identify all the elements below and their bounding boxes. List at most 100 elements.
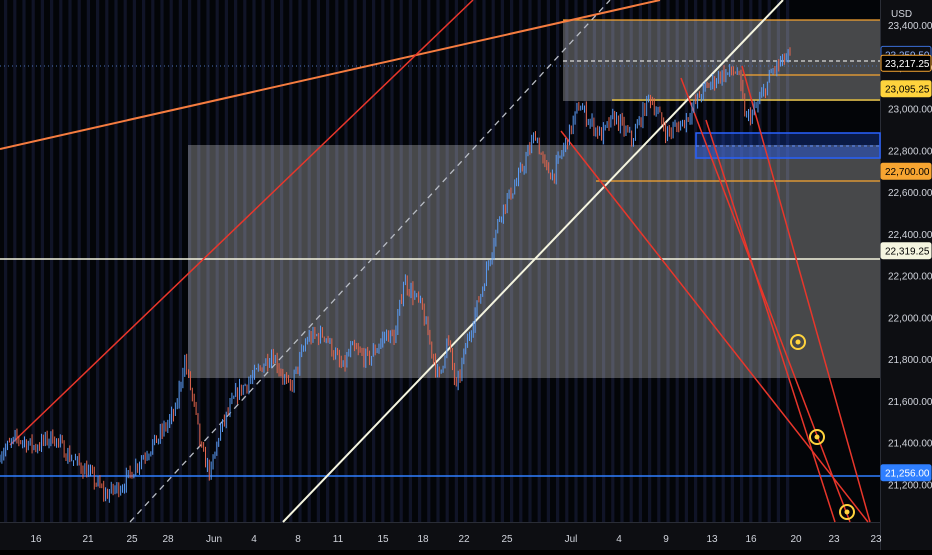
price-tick-label: 22,600.00 bbox=[888, 188, 932, 199]
session-stripe bbox=[243, 0, 247, 522]
session-stripe bbox=[372, 0, 376, 522]
session-stripe bbox=[197, 0, 201, 522]
session-stripe bbox=[123, 0, 127, 522]
session-stripe bbox=[151, 0, 155, 522]
session-stripe bbox=[68, 0, 72, 522]
session-stripe bbox=[574, 0, 578, 522]
red-descending-line-3[interactable] bbox=[705, 119, 836, 523]
price-tick-label: 22,200.00 bbox=[888, 272, 932, 283]
price-tick-label: 21,600.00 bbox=[888, 397, 932, 408]
session-stripe bbox=[13, 0, 17, 522]
session-stripe bbox=[142, 0, 146, 522]
white-trendline-main[interactable] bbox=[282, 0, 784, 523]
time-tick-label: 18 bbox=[417, 534, 429, 545]
session-stripe bbox=[280, 0, 284, 522]
price-badge: 22,319.25 bbox=[880, 242, 932, 260]
time-tick-label: 28 bbox=[162, 534, 174, 545]
session-stripe bbox=[224, 0, 228, 522]
red-descending-line-2[interactable] bbox=[680, 77, 851, 523]
session-stripe bbox=[344, 0, 348, 522]
session-stripe bbox=[206, 0, 210, 522]
session-stripe bbox=[620, 0, 624, 522]
target-marker-3[interactable] bbox=[839, 504, 855, 520]
price-badge-text: 23,095.25 bbox=[885, 85, 930, 96]
session-stripe bbox=[473, 0, 477, 522]
session-stripe bbox=[666, 0, 670, 522]
session-stripe bbox=[114, 0, 118, 522]
time-tick-label: 13 bbox=[706, 534, 718, 545]
session-stripe bbox=[712, 0, 716, 522]
time-tick-label: Jul bbox=[565, 534, 578, 545]
session-stripe bbox=[169, 0, 173, 522]
session-stripe bbox=[592, 0, 596, 522]
time-tick-label: 16 bbox=[745, 534, 757, 545]
session-stripe bbox=[740, 0, 744, 522]
session-stripe bbox=[427, 0, 431, 522]
session-stripe bbox=[556, 0, 560, 522]
session-stripe bbox=[399, 0, 403, 522]
time-axis-ticks: 16 21 25 28 Jun 4 8 11 15 18 22 25 Jul 4 9 13 16 20 23 23 bbox=[30, 534, 882, 545]
time-tick-label: 25 bbox=[501, 534, 513, 545]
session-stripe bbox=[270, 0, 274, 522]
time-tick-label: 9 bbox=[663, 534, 669, 545]
session-stripe bbox=[638, 0, 642, 522]
price-badge: 21,256.00 bbox=[880, 464, 932, 482]
time-tick-label: 23 bbox=[870, 534, 882, 545]
time-tick-label: 21 bbox=[82, 534, 94, 545]
target-marker-1[interactable] bbox=[790, 334, 806, 350]
red-trendline-steep[interactable] bbox=[9, 0, 474, 446]
time-tick-label: 25 bbox=[126, 534, 138, 545]
white-dashed-trendline[interactable] bbox=[129, 0, 611, 523]
gray-box-range bbox=[188, 145, 880, 378]
price-badge-text: 21,256.00 bbox=[885, 469, 930, 480]
session-stripe bbox=[160, 0, 164, 522]
session-stripe bbox=[500, 0, 504, 522]
session-stripe bbox=[31, 0, 35, 522]
session-stripe bbox=[50, 0, 54, 522]
session-stripe bbox=[611, 0, 615, 522]
session-stripe bbox=[546, 0, 550, 522]
time-axis-background bbox=[0, 522, 880, 550]
session-stripe bbox=[105, 0, 109, 522]
session-stripe bbox=[482, 0, 486, 522]
session-stripe bbox=[289, 0, 293, 522]
session-stripe bbox=[353, 0, 357, 522]
price-tick-label: 23,400.00 bbox=[888, 21, 932, 32]
session-stripe bbox=[362, 0, 366, 522]
session-stripe bbox=[408, 0, 412, 522]
session-stripe bbox=[234, 0, 238, 522]
session-stripe bbox=[602, 0, 606, 522]
session-stripe bbox=[215, 0, 219, 522]
price-series bbox=[0, 47, 791, 503]
session-stripe bbox=[178, 0, 182, 522]
price-badge: 23,095.25 bbox=[880, 80, 932, 98]
red-descending-line-1[interactable] bbox=[560, 130, 869, 523]
orange-trendline[interactable] bbox=[0, 0, 661, 150]
target-marker-2[interactable] bbox=[809, 429, 825, 445]
time-tick-label: Jun bbox=[206, 534, 222, 545]
session-stripe bbox=[464, 0, 468, 522]
session-stripe bbox=[326, 0, 330, 522]
session-stripe bbox=[528, 0, 532, 522]
price-tick-label: 23,000.00 bbox=[888, 105, 932, 116]
session-stripe bbox=[694, 0, 698, 522]
price-tick-label: 22,400.00 bbox=[888, 230, 932, 241]
session-stripe bbox=[703, 0, 707, 522]
session-stripe bbox=[59, 0, 63, 522]
session-stripe bbox=[510, 0, 514, 522]
session-stripe bbox=[40, 0, 44, 522]
price-tick-label: 21,400.00 bbox=[888, 439, 932, 450]
session-stripe bbox=[454, 0, 458, 522]
session-stripe bbox=[629, 0, 633, 522]
session-stripe bbox=[96, 0, 100, 522]
blue-zone-box-small bbox=[696, 147, 880, 158]
session-stripe bbox=[786, 0, 790, 522]
session-stripe bbox=[565, 0, 569, 522]
session-stripe bbox=[298, 0, 302, 522]
session-stripe bbox=[491, 0, 495, 522]
session-stripes bbox=[4, 0, 790, 522]
red-descending-line-4[interactable] bbox=[741, 65, 871, 523]
session-stripe bbox=[252, 0, 256, 522]
session-stripe bbox=[381, 0, 385, 522]
